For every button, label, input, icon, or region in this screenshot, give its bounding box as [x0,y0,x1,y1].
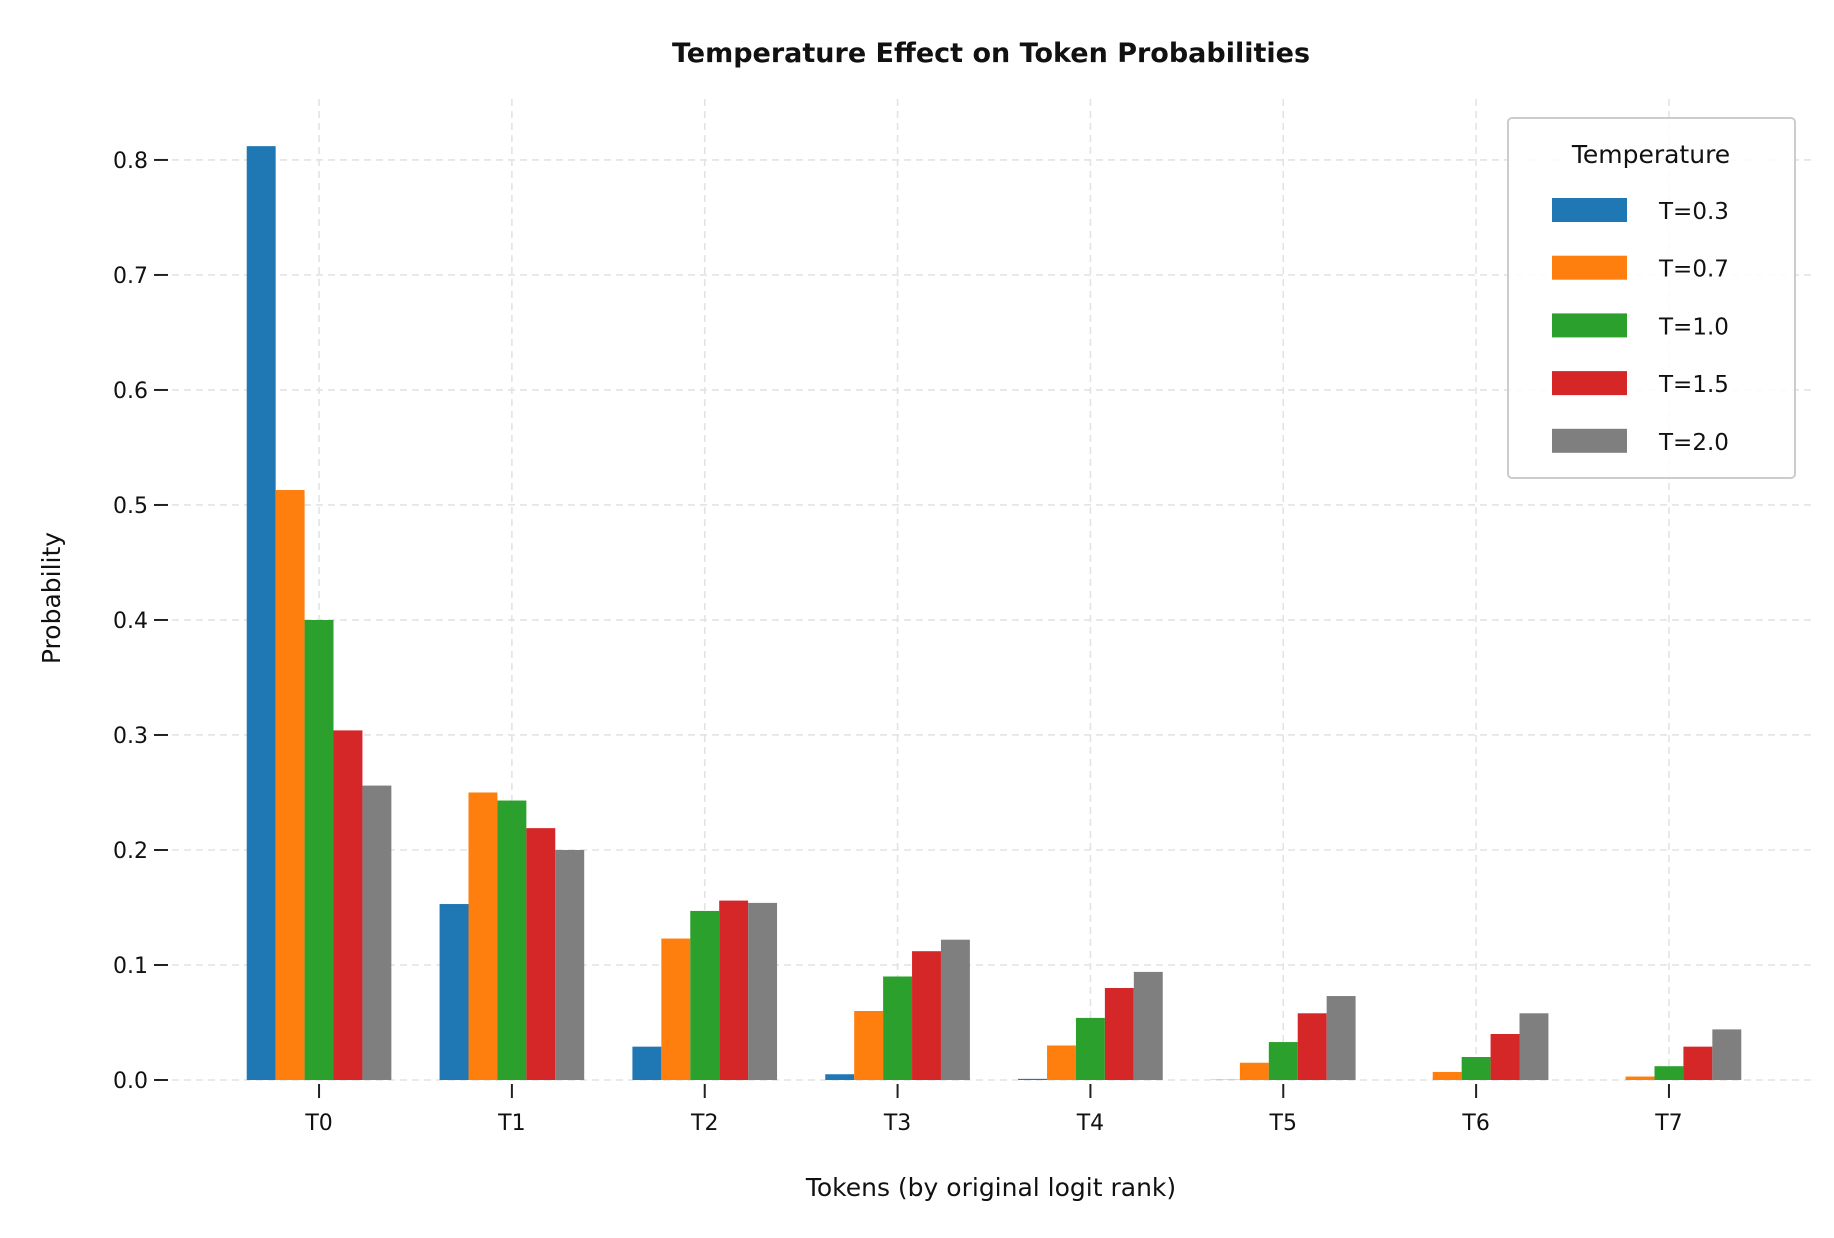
bar-T-2-0-T1 [555,850,584,1080]
x-tick-label: T3 [883,1111,911,1136]
legend-swatch [1552,371,1627,395]
x-tick-label: T7 [1654,1111,1682,1136]
bar-T-2-0-T5 [1327,996,1356,1080]
bar-T-0-7-T4 [1047,1045,1076,1080]
bar-T-1-5-T4 [1105,988,1134,1080]
x-tick-label: T5 [1269,1111,1297,1136]
bar-T-1-0-T7 [1654,1066,1683,1080]
x-tick-label: T2 [690,1111,718,1136]
bar-T-1-5-T0 [334,730,363,1080]
bar-T-0-7-T2 [661,939,690,1080]
legend-swatch [1552,256,1627,280]
y-tick-label: 0.1 [113,954,148,979]
bar-T-0-7-T6 [1433,1072,1462,1080]
bar-T-1-5-T6 [1491,1034,1520,1080]
legend-swatch [1552,429,1627,453]
bar-T-1-5-T1 [526,828,555,1080]
legend-title: Temperature [1571,140,1730,169]
x-axis: T0 T1 T2 T3 T4 T5 T6 T7 [304,1084,1682,1136]
y-axis: 0.0 0.1 0.2 0.3 0.4 0.5 0.6 0.7 0.8 [113,149,168,1094]
x-axis-label: Tokens (by original logit rank) [805,1173,1176,1202]
y-tick-label: 0.7 [113,264,148,289]
legend-label: T=0.3 [1658,199,1729,225]
bar-T-1-0-T0 [305,620,334,1080]
bar-T-2-0-T0 [362,786,391,1080]
x-tick-label: T4 [1076,1111,1104,1136]
bar-T-0-3-T0 [247,146,276,1080]
bar-T-2-0-T3 [941,940,970,1080]
bar-T-0-7-T3 [854,1011,883,1080]
chart-title: Temperature Effect on Token Probabilitie… [672,38,1310,69]
y-tick-label: 0.2 [113,839,148,864]
bar-T-1-0-T6 [1462,1057,1491,1080]
legend-frame [1508,118,1795,478]
legend-swatch [1552,198,1627,222]
bar-T-1-0-T2 [690,911,719,1080]
y-axis-label: Probability [37,532,66,664]
x-tick-label: T0 [304,1111,332,1136]
bar-T-0-3-T1 [440,904,469,1080]
legend-label: T=0.7 [1658,257,1729,283]
y-tick-label: 0.8 [113,149,148,174]
bar-T-2-0-T2 [748,903,777,1080]
x-tick-label: T1 [497,1111,525,1136]
bar-T-0-7-T7 [1626,1077,1655,1080]
bar-T-1-5-T7 [1683,1047,1712,1080]
bar-T-1-5-T2 [719,901,748,1080]
bar-T-2-0-T6 [1520,1013,1549,1080]
bar-T-0-7-T1 [468,792,497,1080]
bar-T-0-7-T0 [276,490,305,1080]
x-tick-label: T6 [1461,1111,1489,1136]
y-tick-label: 0.5 [113,494,148,519]
y-tick-label: 0.6 [113,379,148,404]
bar-T-2-0-T4 [1134,972,1163,1080]
bar-T-1-5-T3 [912,951,941,1080]
y-tick-label: 0.3 [113,724,148,749]
bar-T-1-5-T5 [1298,1013,1327,1080]
bar-T-1-0-T1 [497,801,526,1080]
bar-T-2-0-T7 [1712,1029,1741,1080]
bar-T-0-3-T3 [825,1074,854,1080]
legend: Temperature T=0.3 T=0.7 T=1.0 T=1.5 T=2.0 [1508,118,1795,478]
bar-T-0-3-T2 [632,1047,661,1080]
legend-label: T=2.0 [1658,430,1729,456]
bar-T-1-0-T3 [883,976,912,1080]
bar-T-1-0-T4 [1076,1018,1105,1080]
y-tick-label: 0.4 [113,609,148,634]
legend-label: T=1.0 [1658,314,1729,340]
y-tick-label: 0.0 [113,1069,148,1094]
bar-T-0-7-T5 [1240,1063,1269,1080]
bar-T-0-3-T4 [1018,1079,1047,1080]
bar-T-1-0-T5 [1269,1042,1298,1080]
legend-swatch [1552,313,1627,337]
legend-label: T=1.5 [1658,372,1729,398]
